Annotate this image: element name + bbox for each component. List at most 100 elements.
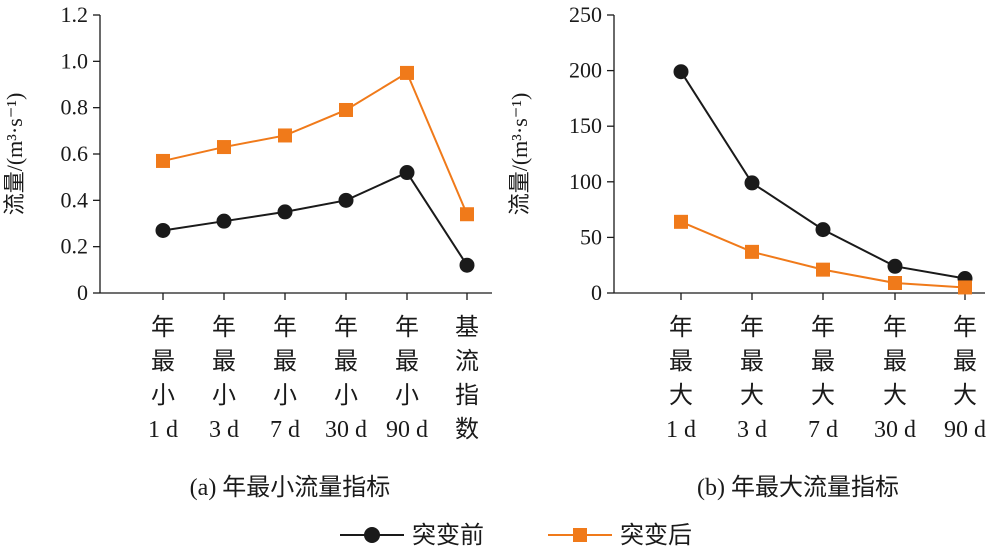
- x-category-label-line: 年: [273, 314, 297, 341]
- data-point-before-b: [744, 175, 760, 191]
- data-point-after-a: [339, 102, 353, 117]
- x-category-label-line: 最: [273, 349, 297, 375]
- legend-square-marker: [573, 528, 587, 542]
- x-category-label-b: 年最大 1 d: [666, 314, 696, 443]
- x-category-label-line: 年: [883, 314, 907, 341]
- x-category-label-a: 年最小 1 d: [148, 314, 178, 443]
- x-category-label-line: 1 d: [666, 417, 696, 443]
- series-line-after-a: [162, 71, 468, 215]
- x-category-label-line: 大: [669, 382, 693, 409]
- legend: 突变前 突变后: [340, 522, 692, 549]
- data-point-before-a: [155, 222, 171, 238]
- x-category-label-line: 最: [212, 349, 236, 375]
- x-category-label-line: 90 d: [944, 417, 986, 443]
- x-category-label-line: 最: [334, 349, 358, 375]
- x-category-label-line: 大: [953, 382, 977, 409]
- x-category-label-b: 年最大 7 d: [808, 314, 838, 443]
- data-point-after-b: [958, 280, 972, 295]
- y-tick-label-b: 200: [569, 58, 602, 83]
- data-point-after-b: [888, 275, 902, 290]
- data-point-before-b: [815, 222, 831, 238]
- y-tick-label-a: 0.6: [61, 141, 89, 166]
- x-category-label-a: 年最小 7 d: [270, 314, 300, 443]
- x-category-label-line: 大: [811, 382, 835, 409]
- x-category-label-line: 7 d: [808, 417, 838, 443]
- x-category-label-line: 3 d: [737, 417, 767, 443]
- x-category-label-line: 大: [883, 382, 907, 409]
- x-category-label-line: 小: [334, 382, 358, 409]
- x-category-label-line: 小: [212, 382, 236, 409]
- y-tick-label-a: 0.4: [61, 187, 89, 212]
- x-category-label-line: 3 d: [209, 417, 239, 443]
- x-category-label-line: 90 d: [386, 417, 428, 443]
- x-category-label-line: 最: [669, 349, 693, 375]
- x-category-label-line: 30 d: [325, 417, 367, 443]
- x-category-label-line: 7 d: [270, 417, 300, 443]
- panel-caption-a: (a) 年最小流量指标: [190, 474, 391, 501]
- x-category-label-line: 最: [395, 349, 419, 375]
- x-category-label-line: 年: [669, 314, 693, 341]
- x-category-label-line: 数: [455, 416, 479, 443]
- y-tick-label-b: 0: [591, 280, 602, 305]
- data-point-before-a: [459, 257, 475, 273]
- data-point-after-a: [278, 128, 292, 143]
- y-tick-label-a: 0: [77, 280, 88, 305]
- data-point-after-a: [460, 207, 474, 222]
- y-axis-label-b: 流量/(m³·s⁻¹): [507, 93, 532, 216]
- x-category-label-line: 最: [811, 349, 835, 375]
- legend-circle-marker: [364, 527, 380, 543]
- y-tick-label-b: 250: [569, 2, 602, 27]
- x-category-label-b: 年最大 90 d: [944, 314, 986, 443]
- panel-caption-b: (b) 年最大流量指标: [697, 474, 899, 501]
- x-category-label-line: 年: [740, 314, 764, 341]
- x-category-label-a: 年最小 30 d: [325, 314, 367, 443]
- data-point-after-a: [156, 153, 170, 168]
- data-point-after-b: [816, 262, 830, 277]
- data-point-before-b: [887, 258, 903, 274]
- x-category-label-b: 年最大 30 d: [874, 314, 916, 443]
- x-category-label-line: 指: [455, 382, 479, 409]
- legend-item-before: 突变前: [340, 522, 484, 549]
- x-category-label-line: 1 d: [148, 417, 178, 443]
- legend-item-after: 突变后: [548, 522, 692, 549]
- x-category-label-b: 年最大 3 d: [737, 314, 767, 443]
- x-category-label-line: 年: [811, 314, 835, 341]
- x-category-label-line: 年: [334, 314, 358, 341]
- x-category-label-line: 流: [455, 348, 479, 375]
- x-category-label-line: 大: [740, 382, 764, 409]
- x-category-label-line: 小: [273, 382, 297, 409]
- y-tick-label-a: 0.2: [61, 234, 89, 259]
- x-category-label-line: 最: [740, 349, 764, 375]
- data-point-before-a: [216, 213, 232, 229]
- y-tick-label-a: 1.2: [61, 2, 89, 27]
- x-category-label-line: 基: [455, 314, 479, 341]
- data-point-before-a: [399, 165, 415, 181]
- data-point-before-b: [673, 64, 689, 80]
- x-category-label-line: 最: [151, 349, 175, 375]
- panel-b-max-flow-chart: 0 50 100 150 200 250 年最大 1 d 年最大 3 d 年最大 7 d 年最大 30 d…: [507, 2, 986, 501]
- y-tick-label-b: 150: [569, 113, 602, 138]
- legend-label: 突变前: [412, 522, 484, 549]
- data-point-after-a: [217, 140, 231, 155]
- data-point-after-b: [745, 244, 759, 259]
- y-tick-label-b: 50: [580, 224, 602, 249]
- x-category-label-a: 年最小 90 d: [386, 314, 428, 443]
- data-point-before-a: [277, 204, 293, 220]
- y-tick-label-a: 1.0: [61, 48, 89, 73]
- series-line-before-a: [162, 171, 468, 266]
- legend-label: 突变后: [620, 522, 692, 549]
- data-point-after-b: [674, 214, 688, 229]
- y-axis-label-a: 流量/(m³·s⁻¹): [2, 93, 27, 216]
- x-category-label-line: 年: [953, 314, 977, 341]
- x-category-label-a: 年最小 3 d: [209, 314, 239, 443]
- x-category-label-line: 30 d: [874, 417, 916, 443]
- y-tick-label-a: 0.8: [61, 95, 89, 120]
- x-category-label-line: 年: [212, 314, 236, 341]
- x-category-label-line: 最: [883, 349, 907, 375]
- x-category-label-line: 年: [151, 314, 175, 341]
- x-category-label-line: 小: [151, 382, 175, 409]
- data-point-after-a: [400, 65, 414, 80]
